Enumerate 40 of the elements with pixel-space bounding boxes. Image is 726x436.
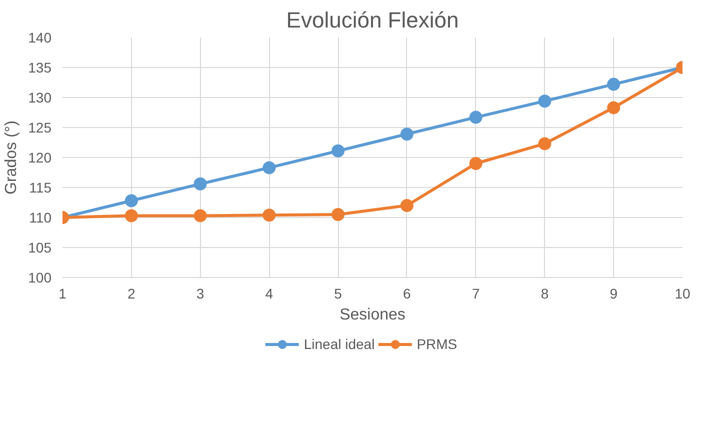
x-tick-label: 10 bbox=[674, 286, 690, 302]
chart-title: Evolución Flexión bbox=[286, 8, 459, 32]
point bbox=[538, 137, 552, 150]
point bbox=[400, 199, 414, 212]
point bbox=[469, 110, 482, 124]
x-tick-label: 6 bbox=[403, 286, 412, 302]
x-tick-label: 5 bbox=[334, 286, 342, 302]
x-tick-label: 1 bbox=[58, 286, 67, 302]
point bbox=[124, 209, 138, 222]
point bbox=[262, 208, 276, 222]
x-tick-label: 2 bbox=[127, 286, 136, 302]
y-tick-label: 130 bbox=[28, 90, 52, 106]
y-tick-label: 125 bbox=[28, 120, 52, 136]
point bbox=[332, 144, 345, 158]
y-tick-label: 120 bbox=[28, 150, 52, 166]
x-tick-label: 9 bbox=[610, 286, 618, 302]
point bbox=[538, 94, 552, 108]
y-tick-label: 115 bbox=[29, 180, 52, 196]
point bbox=[332, 208, 345, 221]
point bbox=[607, 101, 620, 114]
y-tick-label: 110 bbox=[29, 210, 52, 226]
legend-label: PRMS bbox=[416, 336, 458, 352]
point bbox=[194, 209, 207, 222]
point bbox=[124, 194, 138, 208]
point bbox=[400, 128, 414, 141]
x-axis-title: Sesiones bbox=[340, 306, 406, 324]
x-tick-label: 7 bbox=[472, 286, 480, 302]
legend-label: Lineal ideal bbox=[304, 336, 375, 352]
y-tick-label: 100 bbox=[28, 270, 52, 286]
point bbox=[194, 177, 207, 190]
y-tick-label: 105 bbox=[28, 240, 52, 256]
x-tick-label: 8 bbox=[540, 286, 549, 302]
point bbox=[607, 78, 620, 91]
y-tick-label: 140 bbox=[28, 30, 52, 46]
x-tick-label: 3 bbox=[196, 286, 204, 302]
x-tick-label: 4 bbox=[265, 286, 274, 302]
y-tick-label: 135 bbox=[28, 60, 52, 76]
y-axis-title: Grados (°) bbox=[3, 120, 20, 194]
point bbox=[469, 157, 482, 170]
point bbox=[262, 161, 276, 174]
